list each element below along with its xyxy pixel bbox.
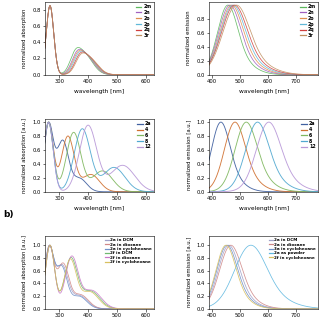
Legend: 2m, 2n, 2o, 2p, 2q, 3r: 2m, 2n, 2o, 2p, 2q, 3r — [135, 4, 152, 38]
Text: b): b) — [3, 210, 14, 219]
Y-axis label: normalized emission [a.u.]: normalized emission [a.u.] — [186, 120, 191, 190]
X-axis label: wavelength [nm]: wavelength [nm] — [74, 89, 125, 94]
X-axis label: wavelength [nm]: wavelength [nm] — [238, 89, 289, 94]
Y-axis label: normalized emission: normalized emission — [186, 11, 191, 66]
Legend: 2a in DCM, 2a in dioxane, 3a in cyclohexane, 2a as powder, 2f in cyclohexane: 2a in DCM, 2a in dioxane, 3a in cyclohex… — [268, 238, 316, 260]
X-axis label: wavelength [nm]: wavelength [nm] — [74, 206, 125, 211]
Legend: 2m, 2n, 2o, 2p, 2q, 3r: 2m, 2n, 2o, 2p, 2q, 3r — [300, 4, 316, 38]
Legend: 2a, 4, 6, 8, 12: 2a, 4, 6, 8, 12 — [137, 121, 152, 150]
Y-axis label: normalized absorption [a.u.]: normalized absorption [a.u.] — [22, 235, 27, 310]
Legend: 2a in DCM, 2a in dioxane, 2a in cyclohexane, 2f in DCM, 2f in dioxane, 2f in cyc: 2a in DCM, 2a in dioxane, 2a in cyclohex… — [104, 238, 152, 265]
Y-axis label: normalized absorption [a.u.]: normalized absorption [a.u.] — [22, 118, 27, 193]
X-axis label: wavelength [nm]: wavelength [nm] — [238, 206, 289, 211]
Legend: 2a, 4, 6, 8, 12: 2a, 4, 6, 8, 12 — [301, 121, 316, 150]
Y-axis label: normalized absorption: normalized absorption — [22, 9, 27, 68]
Y-axis label: normalized emission [a.u.]: normalized emission [a.u.] — [186, 237, 191, 308]
